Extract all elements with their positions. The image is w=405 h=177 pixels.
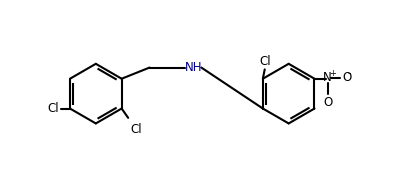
Text: O: O — [323, 96, 332, 109]
Text: +: + — [329, 69, 336, 78]
Text: N: N — [323, 71, 332, 84]
Text: Cl: Cl — [259, 55, 271, 68]
Text: NH: NH — [185, 61, 202, 74]
Text: Cl: Cl — [47, 102, 59, 115]
Text: O: O — [342, 71, 351, 84]
Text: Cl: Cl — [130, 122, 142, 136]
Text: -: - — [347, 69, 351, 79]
